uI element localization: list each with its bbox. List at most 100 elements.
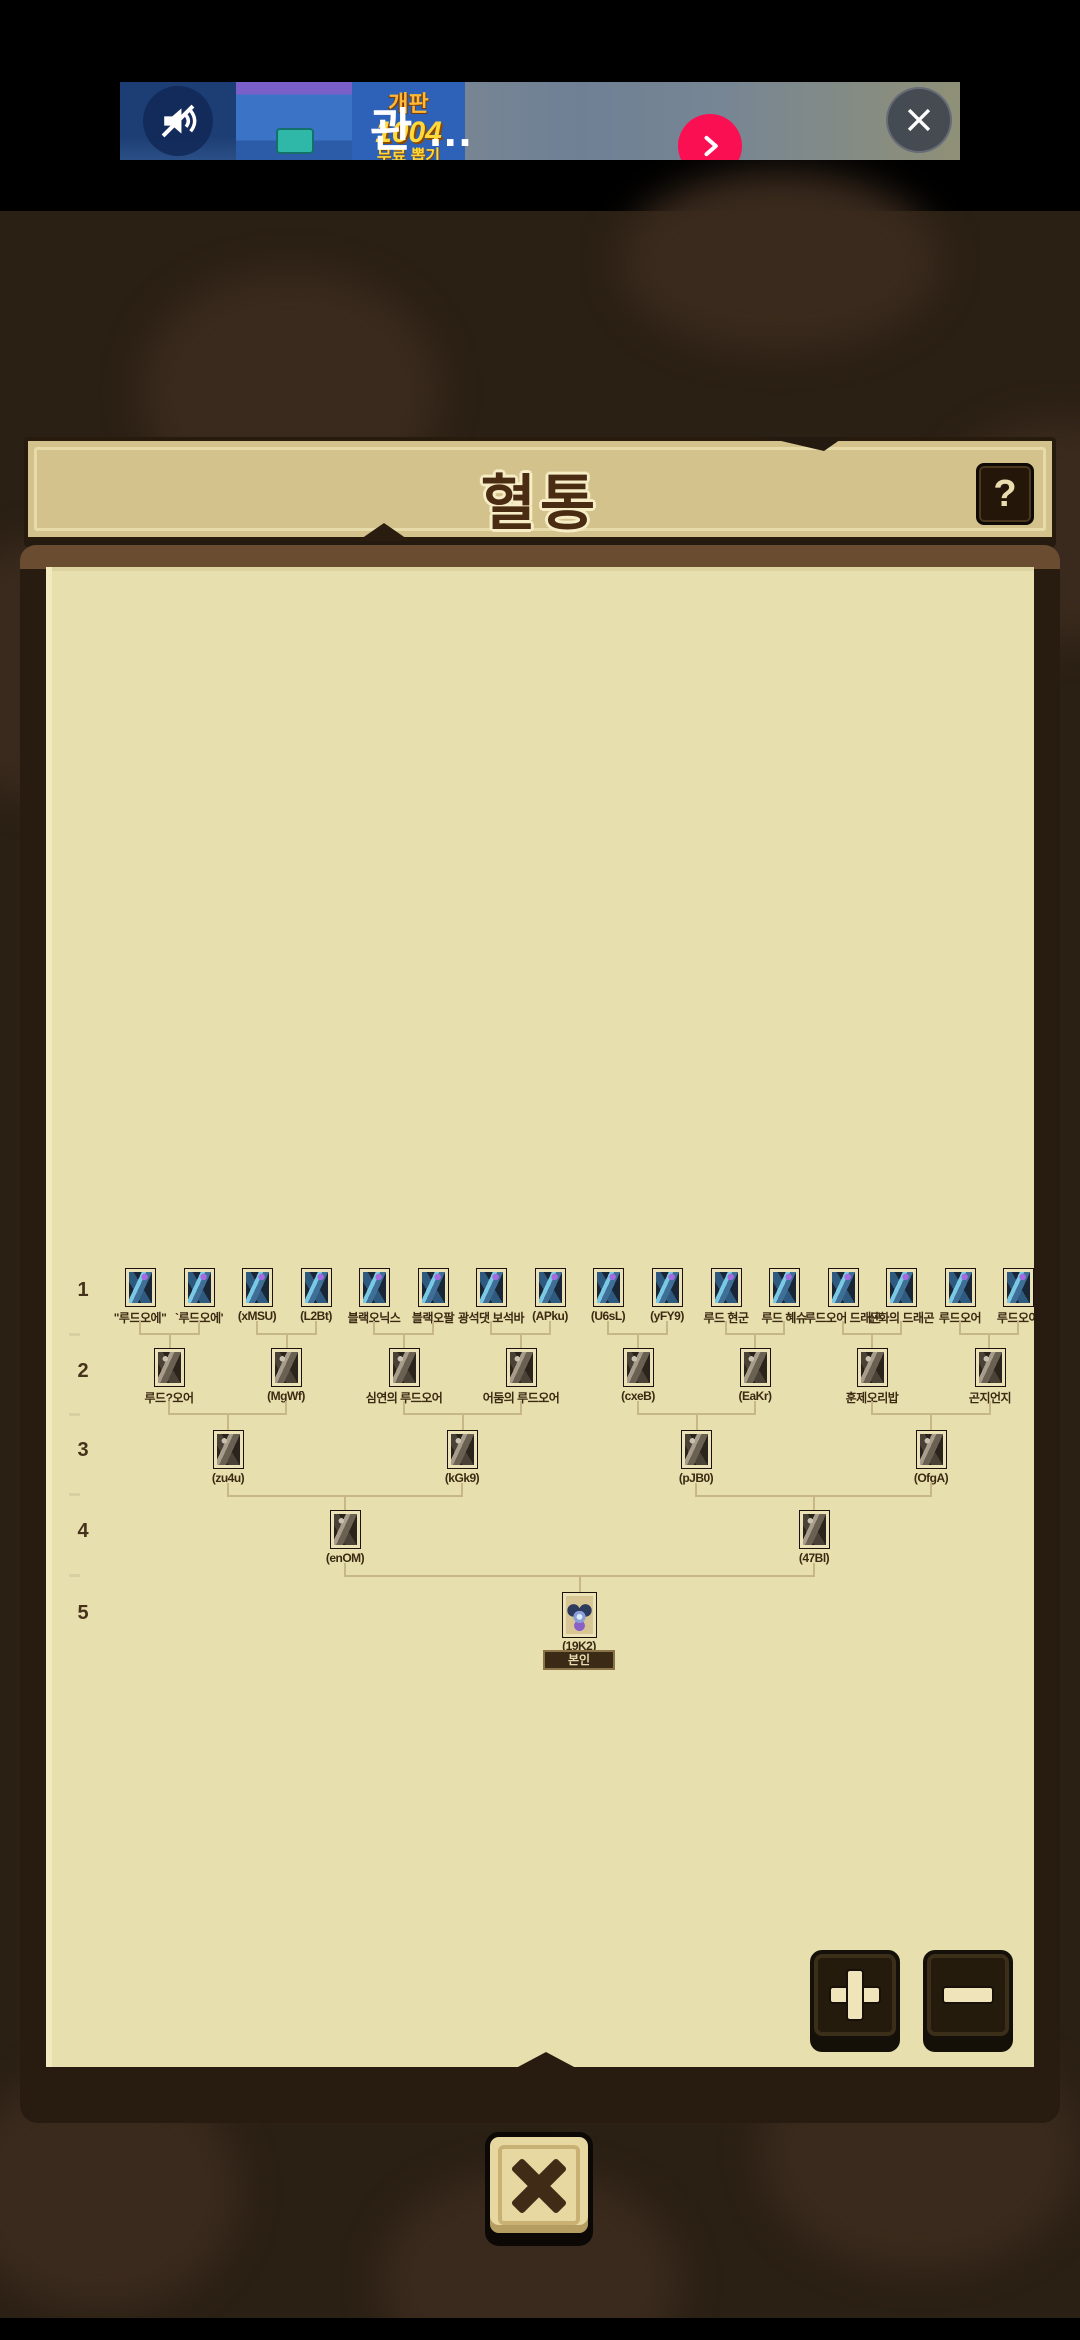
pedigree-card[interactable] [856, 1348, 888, 1387]
dragon-portrait [596, 1272, 620, 1303]
help-button[interactable]: ? [976, 463, 1034, 525]
pedigree-connector [1017, 1321, 1019, 1333]
pedigree-connector [900, 1321, 902, 1333]
pedigree-card[interactable] [270, 1348, 302, 1387]
pedigree-card[interactable] [241, 1268, 273, 1307]
pedigree-canvas[interactable]: 1 "루드오에" `루드오에' (xMSU) (L2Bt) 블랙오닉스 블랙오팔 광석댓 보석… [46, 567, 1034, 2067]
dragon-portrait [802, 1514, 826, 1545]
dragon-portrait [538, 1272, 562, 1303]
dragon-portrait [157, 1352, 181, 1383]
pedigree-card[interactable] [475, 1268, 507, 1307]
close-button[interactable] [485, 2132, 593, 2238]
ad-close-button[interactable] [886, 87, 952, 153]
card-name-label: 심연의 루드오어 [365, 1391, 443, 1405]
dragon-portrait [1006, 1272, 1030, 1303]
dragon-portrait [772, 1272, 796, 1303]
pedigree-connector [461, 1483, 463, 1495]
pedigree-connector [227, 1495, 463, 1497]
dragon-portrait [626, 1352, 650, 1383]
pedigree-card[interactable] [798, 1510, 830, 1549]
pedigree-connector [461, 1415, 464, 1430]
generation-number: 5 [77, 1602, 89, 1624]
pedigree-card[interactable] [183, 1268, 215, 1307]
dragon-portrait [565, 1596, 593, 1634]
pedigree-connector [607, 1321, 609, 1333]
ad-banner[interactable]: 개판 1004 무료 뽑기 관 ... [120, 82, 960, 160]
pedigree-card[interactable] [739, 1348, 771, 1387]
zoom-in-button[interactable] [810, 1950, 900, 2040]
pedigree-card[interactable] [915, 1430, 947, 1469]
card-name-label: (EaKr) [738, 1389, 772, 1403]
pedigree-card[interactable] [300, 1268, 332, 1307]
pedigree-connector [373, 1321, 375, 1333]
card-name-label: (kGk9) [444, 1471, 480, 1485]
pedigree-card[interactable] [417, 1268, 449, 1307]
treasure-chest-icon [276, 128, 314, 154]
generation-tick [69, 1412, 80, 1416]
pedigree-card[interactable] [124, 1268, 156, 1307]
background-blotch [620, 171, 940, 351]
pedigree-connector [666, 1321, 668, 1333]
pedigree-card[interactable] [592, 1268, 624, 1307]
pedigree-card[interactable] [710, 1268, 742, 1307]
pedigree-card[interactable] [534, 1268, 566, 1307]
pedigree-card[interactable] [622, 1348, 654, 1387]
pedigree-connector [227, 1483, 229, 1495]
pedigree-card[interactable] [974, 1348, 1006, 1387]
pedigree-connector [520, 1401, 522, 1413]
card-name-label: (pJB0) [678, 1471, 714, 1485]
pedigree-connector [139, 1333, 200, 1335]
generation-number: 4 [77, 1520, 89, 1542]
pedigree-card[interactable] [561, 1592, 597, 1638]
card-name-label: 루드오어 [938, 1311, 982, 1325]
dragon-portrait [978, 1352, 1002, 1383]
dragon-portrait [684, 1434, 708, 1465]
ad-cta-button[interactable] [678, 114, 742, 160]
card-name-label: 광석댓 보석바 [457, 1311, 525, 1325]
zoom-out-button[interactable] [923, 1950, 1013, 2040]
mute-button[interactable] [143, 86, 213, 156]
pedigree-card[interactable] [388, 1348, 420, 1387]
card-name-label: `루드오에' [174, 1311, 224, 1325]
pedigree-card[interactable] [329, 1510, 361, 1549]
dragon-portrait [509, 1352, 533, 1383]
card-name-label: "루드오에" [113, 1311, 167, 1325]
pedigree-card[interactable] [768, 1268, 800, 1307]
pedigree-connector [812, 1497, 815, 1510]
pedigree-card[interactable] [944, 1268, 976, 1307]
pedigree-card[interactable] [827, 1268, 859, 1307]
page-title: 혈통 [480, 470, 600, 537]
pedigree-connector [725, 1333, 785, 1335]
ad-game-logo: 개판 [388, 91, 429, 116]
card-name-label: (OfgA) [913, 1471, 949, 1485]
question-mark-icon: ? [993, 472, 1017, 515]
torn-paper-notch [358, 523, 410, 541]
pedigree-card[interactable] [446, 1430, 478, 1469]
pedigree-connector [403, 1413, 522, 1415]
ad-thumbnail: 개판 1004 무료 뽑기 [352, 82, 465, 160]
pedigree-card[interactable] [1002, 1268, 1034, 1307]
pedigree-card[interactable] [153, 1348, 185, 1387]
pedigree-card[interactable] [651, 1268, 683, 1307]
pedigree-card[interactable] [885, 1268, 917, 1307]
card-name-label: (xMSU) [237, 1309, 277, 1323]
pedigree-card[interactable] [505, 1348, 537, 1387]
pedigree-connector [695, 1495, 932, 1497]
pedigree-connector [344, 1497, 346, 1510]
card-name-label: (47Bl) [798, 1551, 830, 1565]
torn-paper-notch [516, 2052, 576, 2067]
pedigree-card[interactable] [358, 1268, 390, 1307]
plus-icon [848, 1971, 862, 2019]
dragon-portrait [831, 1272, 855, 1303]
card-name-label: 블랙오닉스 [347, 1311, 401, 1325]
dragon-portrait [889, 1272, 913, 1303]
pedigree-card[interactable] [680, 1430, 712, 1469]
pedigree-card[interactable] [212, 1430, 244, 1469]
pedigree-connector [490, 1333, 551, 1335]
pedigree-connector [989, 1401, 991, 1413]
pedigree-connector [636, 1335, 639, 1348]
pedigree-connector [285, 1335, 288, 1348]
pedigree-connector [519, 1335, 522, 1348]
card-name-label: (19K2) [562, 1639, 596, 1653]
dragon-portrait [333, 1514, 357, 1545]
